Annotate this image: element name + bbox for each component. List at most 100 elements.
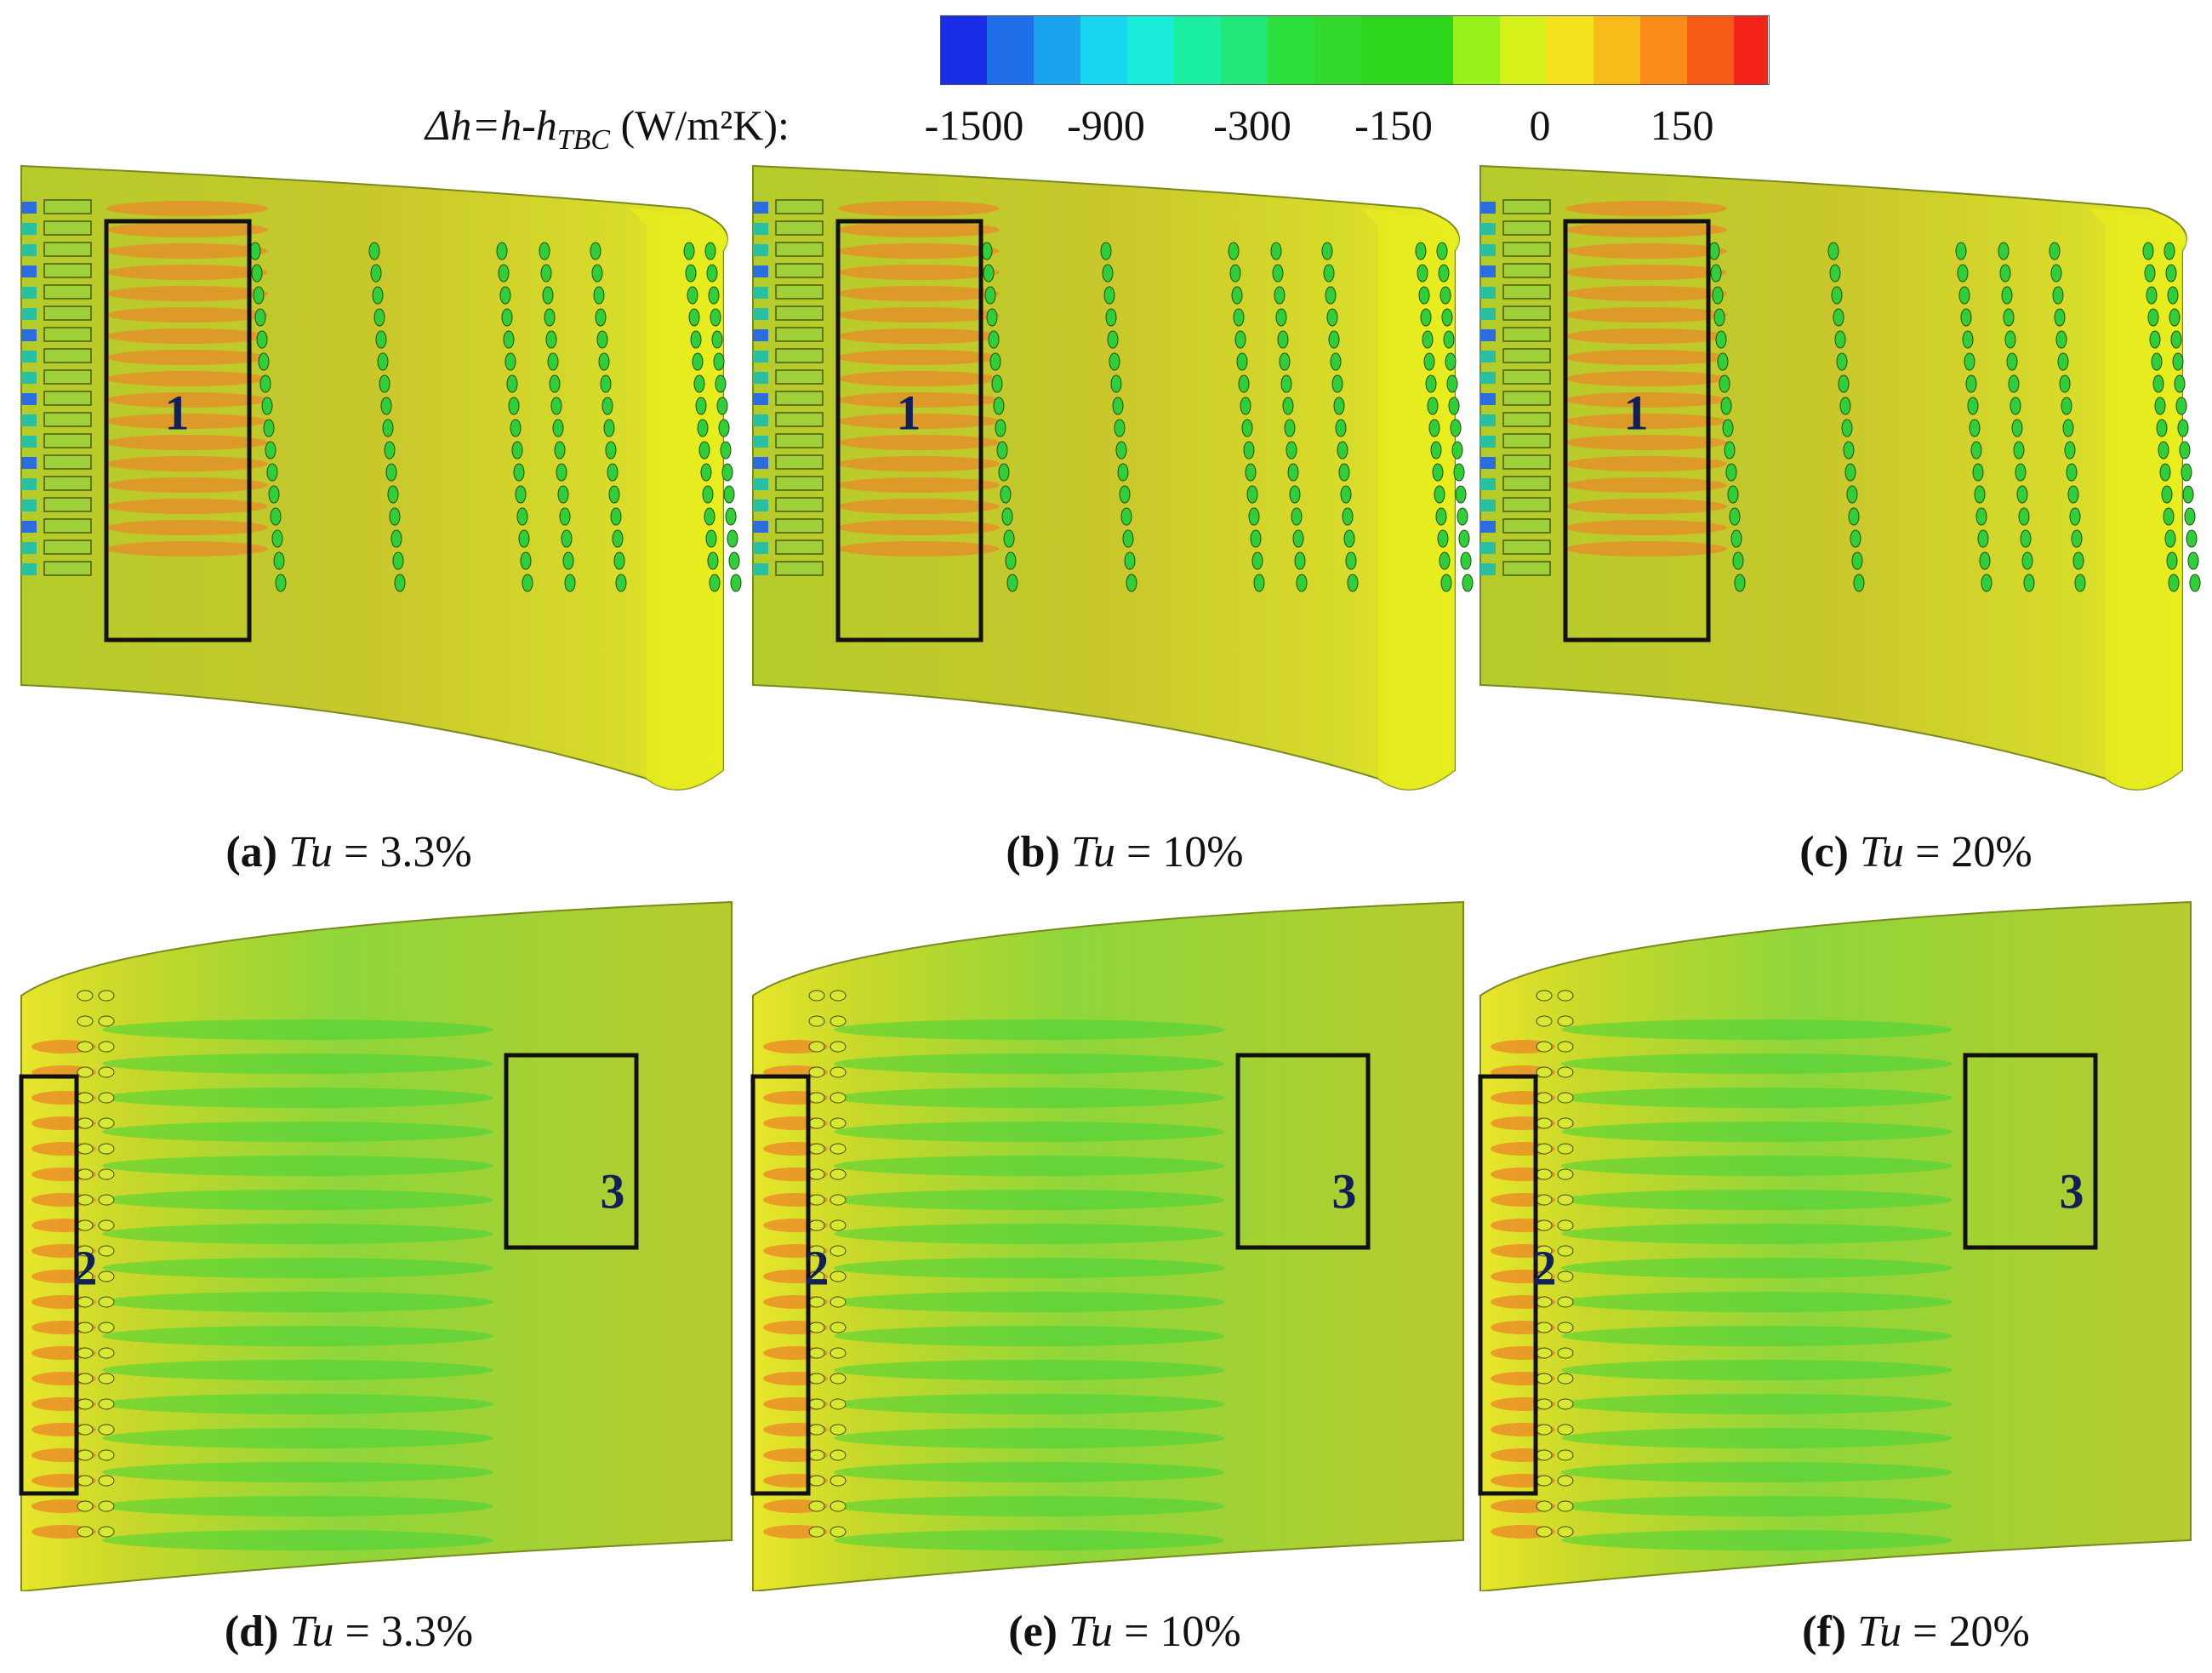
cooling-slot <box>43 242 92 257</box>
film-hole <box>830 1194 847 1206</box>
film-hole <box>1331 374 1343 393</box>
cool-streak <box>1561 1530 1953 1550</box>
blade-surface <box>752 900 1464 1591</box>
cool-streak <box>834 1530 1225 1550</box>
film-hole <box>375 330 387 349</box>
film-hole <box>1841 419 1853 437</box>
hot-streak <box>106 286 268 301</box>
film-hole <box>559 507 571 526</box>
film-hole <box>98 1270 115 1282</box>
slot-inlet <box>1480 563 1496 575</box>
film-hole <box>251 264 263 283</box>
cool-streak <box>1561 1122 1953 1142</box>
cool-streak <box>1561 1019 1953 1040</box>
colorbar-tick: -150 <box>1354 101 1433 149</box>
film-hole <box>515 485 527 504</box>
film-hole <box>2018 507 2030 526</box>
caption-value: = 3.3% <box>334 1607 474 1656</box>
film-hole <box>830 1322 847 1333</box>
film-hole <box>265 441 276 460</box>
film-hole <box>1231 286 1243 305</box>
film-hole <box>830 1066 847 1078</box>
film-hole <box>1557 1219 1574 1231</box>
film-hole <box>830 1270 847 1282</box>
cooling-slot <box>43 561 92 576</box>
region-box-2 <box>750 1074 811 1496</box>
film-hole <box>1450 419 1462 437</box>
slot-inlet <box>753 521 768 533</box>
hot-streak <box>1565 328 1727 344</box>
cooling-slot <box>775 348 824 363</box>
film-hole <box>1286 441 1297 460</box>
region-box-3 <box>1963 1053 2098 1250</box>
film-hole <box>1321 242 1333 260</box>
film-hole <box>98 1500 115 1512</box>
film-hole <box>808 1526 825 1538</box>
film-hole <box>2169 308 2181 327</box>
film-hole <box>2154 397 2166 415</box>
film-hole <box>98 1219 115 1231</box>
caption-var: Tu <box>288 828 334 876</box>
film-hole <box>1831 286 1843 305</box>
colorbar-swatch <box>1034 15 1080 85</box>
film-hole <box>1342 507 1354 526</box>
film-hole <box>1834 330 1846 349</box>
film-hole <box>1827 242 1839 260</box>
cool-streak <box>102 1394 493 1414</box>
cooling-slot <box>43 412 92 427</box>
film-hole <box>540 264 552 283</box>
film-hole <box>996 441 1008 460</box>
cool-streak <box>102 1292 493 1312</box>
film-hole <box>2172 352 2184 371</box>
film-hole <box>2010 397 2021 415</box>
film-hole <box>1294 551 1306 570</box>
film-hole <box>720 441 732 460</box>
film-hole <box>1536 1066 1553 1078</box>
film-hole <box>557 485 569 504</box>
film-hole <box>77 1219 94 1231</box>
film-hole <box>2013 441 2025 460</box>
hot-streak <box>838 286 1000 301</box>
film-hole <box>518 529 530 548</box>
colorbar-swatch <box>1080 15 1127 85</box>
film-hole <box>98 1449 115 1461</box>
film-hole <box>1536 1219 1553 1231</box>
caption-a: (a) Tu = 3.3% <box>225 827 471 877</box>
film-hole <box>1557 1015 1574 1027</box>
colorbar-tick: -900 <box>1067 101 1145 149</box>
film-hole <box>713 352 725 371</box>
cooling-slot <box>775 518 824 534</box>
film-hole <box>1557 1168 1574 1180</box>
film-hole <box>1838 374 1850 393</box>
hot-streak <box>838 520 1000 535</box>
colorbar-swatch <box>1361 15 1453 85</box>
film-hole <box>1418 286 1430 305</box>
film-hole <box>1730 529 1742 548</box>
cooling-slot <box>43 348 92 363</box>
cooling-slot <box>43 518 92 534</box>
film-hole <box>2003 308 2015 327</box>
film-hole <box>270 507 282 526</box>
hot-streak <box>838 392 1000 408</box>
film-hole <box>368 242 380 260</box>
film-hole <box>2174 374 2186 393</box>
hot-streak <box>1565 392 1727 408</box>
cooling-slot <box>1502 518 1551 534</box>
cool-streak <box>102 1258 493 1278</box>
hot-streak <box>1565 243 1727 259</box>
film-hole <box>830 1424 847 1436</box>
film-hole <box>2156 419 2168 437</box>
film-hole <box>1729 507 1741 526</box>
slot-inlet <box>1480 266 1496 277</box>
colorbar-swatch <box>1174 15 1221 85</box>
cooling-slot <box>775 412 824 427</box>
film-hole <box>2147 308 2159 327</box>
film-hole <box>268 485 280 504</box>
film-hole <box>1330 352 1342 371</box>
film-hole <box>506 374 518 393</box>
film-hole <box>511 441 523 460</box>
colorbar-swatch <box>1268 15 1314 85</box>
film-hole <box>2064 441 2076 460</box>
slot-inlet <box>753 266 768 277</box>
film-hole <box>1977 529 1989 548</box>
